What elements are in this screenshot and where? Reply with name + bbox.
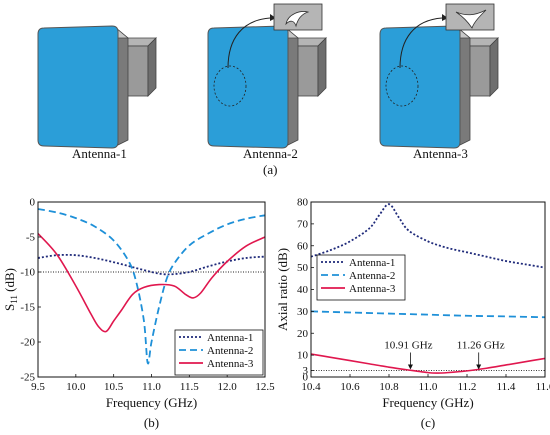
x-tick-label: 10.0	[66, 381, 86, 393]
series-line-antenna-2	[311, 310, 545, 319]
antenna-body	[379, 25, 499, 149]
legend-label: Antenna-3	[349, 283, 396, 295]
series-line-antenna-1	[311, 203, 545, 269]
annotation-arrowhead	[476, 364, 482, 370]
y-tick-label: 0	[303, 372, 309, 384]
s11-chart: 9.5 10.0 10.5 11.0 11.5 12.0 12.5 -25 -20 -15 -10 -…	[2, 197, 275, 431]
y-tick-label: 80	[297, 197, 309, 209]
y-tick-label: 0	[30, 197, 36, 209]
inset-ellipse	[213, 65, 247, 107]
inset-arrow	[227, 17, 271, 69]
panel-caption: (b)	[144, 415, 159, 430]
axial-ratio-chart: 10.4 10.6 10.8 11.0 11.2 11.4 11.6 03 10 20 30 40 50…	[275, 197, 550, 431]
x-tick-label: 11.0	[142, 381, 161, 393]
x-tick-label: 12.5	[255, 381, 275, 393]
y-tick-label: -15	[20, 302, 35, 314]
antenna-1-model	[37, 25, 157, 149]
y-axis-label: Axial ratio (dB)	[275, 248, 290, 331]
annotation-arrowhead	[407, 364, 413, 370]
x-tick-label: 9.5	[31, 381, 45, 393]
y-tick-label: -10	[20, 267, 35, 279]
series-line-antenna-2	[38, 208, 265, 365]
antenna-3-label: Antenna-3	[413, 146, 468, 161]
antenna-body	[37, 25, 157, 149]
y-tick-label: 20	[297, 328, 309, 340]
inset-arrow	[399, 17, 443, 69]
legend-label: Antenna-2	[207, 345, 253, 357]
y-tick-label: -20	[20, 337, 35, 349]
y-axis-label: S11 (dB)	[2, 268, 19, 311]
x-tick-label: 10.4	[301, 381, 321, 393]
x-tick-label: 11.4	[497, 381, 516, 393]
x-tick-label: 12.0	[218, 381, 238, 393]
y-tick-label: 70	[297, 218, 309, 230]
antenna-illustrations	[37, 3, 499, 149]
x-tick-label: 10.8	[379, 381, 399, 393]
series-line-antenna-3	[38, 232, 265, 333]
y-tick-label: 50	[297, 262, 309, 274]
antenna-1-label: Antenna-1	[72, 146, 127, 161]
y-tick-label: 40	[297, 284, 309, 296]
x-axis-label: Frequency (GHz)	[382, 395, 473, 410]
annotation-label: 10.91 GHz	[384, 339, 432, 351]
x-tick-label: 10.5	[104, 381, 124, 393]
antenna-2-label: Antenna-2	[243, 146, 298, 161]
panel-a-caption: (a)	[263, 162, 278, 177]
y-tick-label: 10	[297, 350, 309, 362]
legend-label: Antenna-3	[207, 358, 254, 370]
x-axis-label: Frequency (GHz)	[106, 395, 197, 410]
annotation-label: 11.26 GHz	[457, 339, 505, 351]
legend-box	[316, 254, 406, 301]
inset-slot-shape	[285, 11, 310, 28]
inset-arrowhead	[270, 14, 276, 21]
x-tick-label: 11.0	[419, 381, 438, 393]
x-tick-label: 10.6	[340, 381, 360, 393]
y-tick-label: 60	[297, 240, 309, 252]
y-tick-label: -5	[26, 232, 36, 244]
panel-caption: (c)	[421, 415, 435, 430]
y-tick-label: -25	[20, 372, 35, 384]
inset-arrowhead	[442, 14, 448, 21]
inset-slot-shape	[455, 9, 487, 29]
antenna-3-model	[379, 3, 499, 149]
legend-box	[174, 329, 264, 376]
x-tick-label: 11.2	[458, 381, 477, 393]
legend-label: Antenna-2	[349, 270, 395, 282]
x-tick-label: 11.5	[180, 381, 199, 393]
legend-label: Antenna-1	[207, 332, 253, 344]
x-tick-label: 11.6	[536, 381, 550, 393]
antenna-body	[207, 25, 327, 149]
y-tick-label: 30	[297, 306, 309, 318]
legend-label: Antenna-1	[349, 257, 395, 269]
inset-ellipse	[385, 65, 419, 107]
antenna-2-model	[207, 3, 327, 149]
series-line-antenna-3	[311, 353, 545, 374]
series-line-antenna-1	[38, 253, 265, 276]
y-tick-label: 3	[303, 365, 309, 377]
